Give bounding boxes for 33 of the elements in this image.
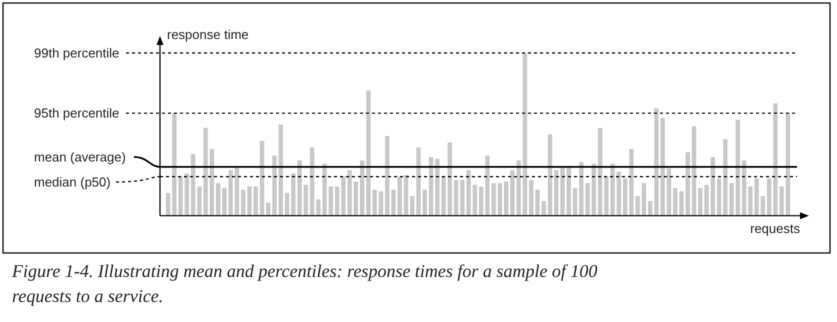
bar (398, 176, 402, 216)
bar (686, 152, 690, 216)
bar (241, 190, 246, 216)
bar (579, 162, 584, 216)
bar (660, 118, 665, 216)
bar (291, 173, 296, 216)
bar (435, 158, 440, 216)
bar (673, 188, 678, 216)
bar (648, 201, 652, 216)
bar (410, 196, 414, 216)
bar (516, 160, 521, 216)
bar (554, 170, 558, 216)
y-axis-title: response time (167, 27, 249, 42)
bar (228, 170, 233, 216)
bar (278, 124, 283, 216)
bar (529, 180, 534, 216)
bar (422, 190, 427, 216)
bar (723, 139, 728, 216)
ref-line-label: 99th percentile (34, 46, 120, 60)
bar (710, 157, 715, 216)
bar (542, 201, 546, 216)
ref-line-label: median (p50) (34, 174, 111, 190)
x-axis-title: requests (750, 221, 800, 236)
bar (385, 136, 390, 216)
bar (372, 190, 377, 216)
bar (266, 202, 270, 216)
caption: Figure 1-4. Illustrating mean and percentiles: response times for a sample of 100 requests to a service. (11, 261, 598, 306)
bar (566, 166, 571, 216)
bar (254, 186, 258, 216)
bar (698, 188, 702, 216)
bar (304, 184, 308, 216)
ref-line-label: 95th percentile (34, 106, 120, 120)
ref-line-label: mean (average) (34, 150, 126, 164)
